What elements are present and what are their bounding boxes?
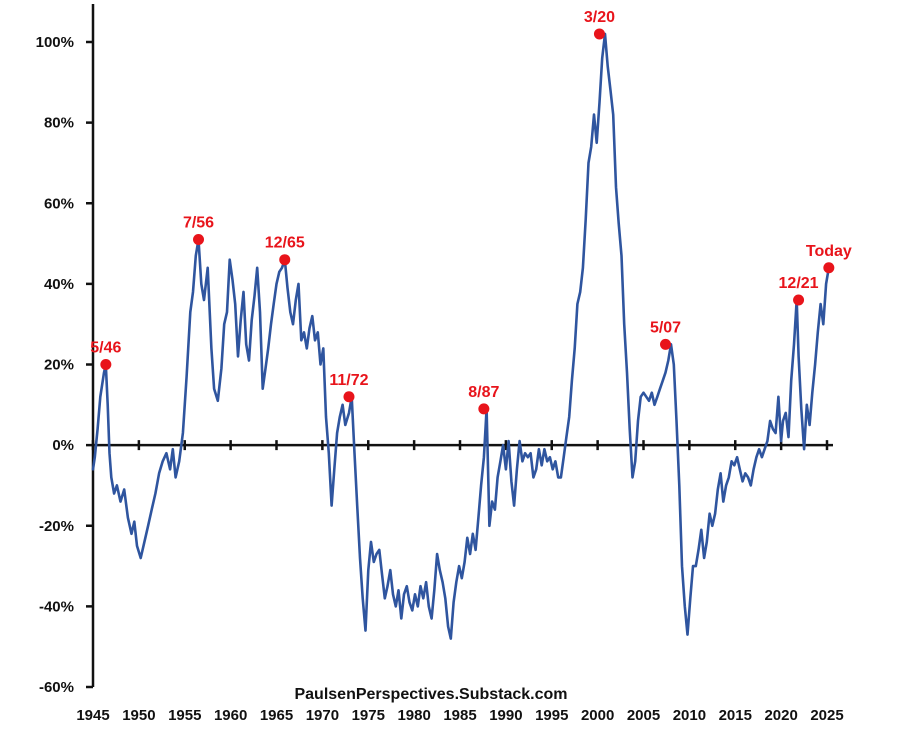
y-tick-label: -60% (39, 679, 74, 696)
peak-marker (343, 391, 355, 403)
y-tick-label: 20% (44, 357, 74, 374)
y-tick-label: 100% (36, 34, 74, 51)
source-label: PaulsenPerspectives.Substack.com (294, 686, 567, 703)
x-tick-label: 2010 (673, 707, 706, 724)
peak-marker (593, 28, 605, 40)
peak-label: 5/46 (90, 340, 121, 357)
y-tick-label: 0% (52, 437, 74, 454)
y-tick-label: -20% (39, 518, 74, 535)
x-tick-label: 2015 (719, 707, 752, 724)
x-tick-label: 1990 (489, 707, 522, 724)
x-tick-label: 1960 (214, 707, 247, 724)
annotations-layer: 5/46 7/56 12/65 11/72 8/87 3/20 5/07 12/21 Today (90, 9, 852, 415)
peak-label: 11/72 (329, 372, 368, 389)
x-tick-label: 1945 (76, 707, 109, 724)
peak-marker (823, 262, 835, 274)
peak-label: 7/56 (183, 215, 214, 232)
peak-label: 12/65 (265, 235, 305, 252)
peak-marker (193, 234, 205, 246)
x-tick-label: 1975 (352, 707, 385, 724)
x-tick-label: 2005 (627, 707, 660, 724)
peak-label: 12/21 (779, 275, 819, 292)
peak-marker (793, 294, 805, 306)
axes-layer: 100% 80% 60% 40% 20% 0% -20% -40% -60%1945 1950 19… (36, 4, 844, 724)
y-tick-label: 60% (44, 195, 74, 212)
x-tick-label: 1950 (122, 707, 155, 724)
x-tick-label: 1955 (168, 707, 201, 724)
peak-marker (478, 403, 490, 415)
x-tick-label: 1980 (397, 707, 430, 724)
peak-label: 5/07 (650, 319, 681, 336)
x-tick-label: 2020 (764, 707, 797, 724)
y-tick-label: 40% (44, 276, 74, 293)
x-tick-label: 1970 (306, 707, 339, 724)
y-tick-label: -40% (39, 598, 74, 615)
x-tick-label: 1965 (260, 707, 293, 724)
peak-label: Today (806, 243, 852, 260)
peak-marker (100, 359, 112, 370)
peak-marker (279, 254, 291, 266)
peak-label: 3/20 (584, 9, 615, 26)
x-tick-label: 2025 (810, 707, 843, 724)
peak-label: 8/87 (468, 384, 499, 401)
x-tick-label: 2000 (581, 707, 614, 724)
x-tick-label: 1985 (443, 707, 476, 724)
peak-marker (660, 338, 672, 350)
y-tick-label: 80% (44, 115, 74, 132)
x-tick-label: 1995 (535, 707, 568, 724)
series-layer (91, 32, 831, 640)
series-line (91, 32, 831, 640)
